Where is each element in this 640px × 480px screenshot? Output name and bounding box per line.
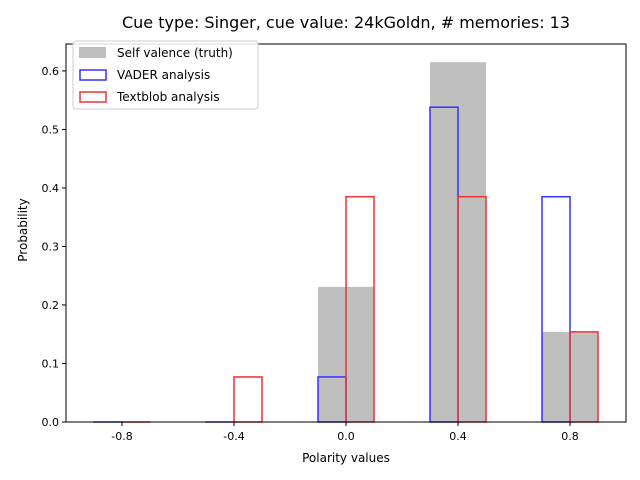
x-tick-label: 0.0: [337, 430, 355, 443]
textblob-bar: [233, 376, 263, 423]
legend-swatch-textblob: [79, 91, 107, 103]
legend-box: [72, 40, 259, 110]
x-axis-label: Polarity values: [302, 451, 390, 465]
y-tick-label: 0.1: [42, 357, 60, 370]
x-tick-label: -0.8: [111, 430, 132, 443]
legend: Self valence (truth) VADER analysis Textbl…: [72, 40, 259, 110]
y-tick-label: 0.0: [42, 416, 60, 429]
x-tick-label: 0.4: [449, 430, 467, 443]
plot-area: -0.8 -0.4 0.0 0.4 0.8 0.0 0.1 0.2 0.3 0.4 0.5 0.6: [42, 43, 627, 443]
x-tick-label: -0.4: [223, 430, 244, 443]
x-tick-label: 0.8: [561, 430, 579, 443]
legend-label: VADER analysis: [117, 68, 210, 82]
legend-label: Textblob analysis: [116, 90, 220, 104]
y-tick-label: 0.3: [42, 240, 60, 253]
y-tick-label: 0.5: [42, 123, 60, 136]
legend-swatch-truth: [79, 47, 106, 58]
legend-swatch-vader: [79, 69, 107, 81]
y-tick-label: 0.4: [42, 182, 60, 195]
legend-label: Self valence (truth): [117, 46, 233, 60]
chart-title: Cue type: Singer, cue value: 24kGoldn, #…: [122, 13, 570, 32]
y-axis-label: Probability: [16, 198, 30, 261]
y-tick-label: 0.2: [42, 299, 60, 312]
y-tick-label: 0.6: [42, 65, 60, 78]
